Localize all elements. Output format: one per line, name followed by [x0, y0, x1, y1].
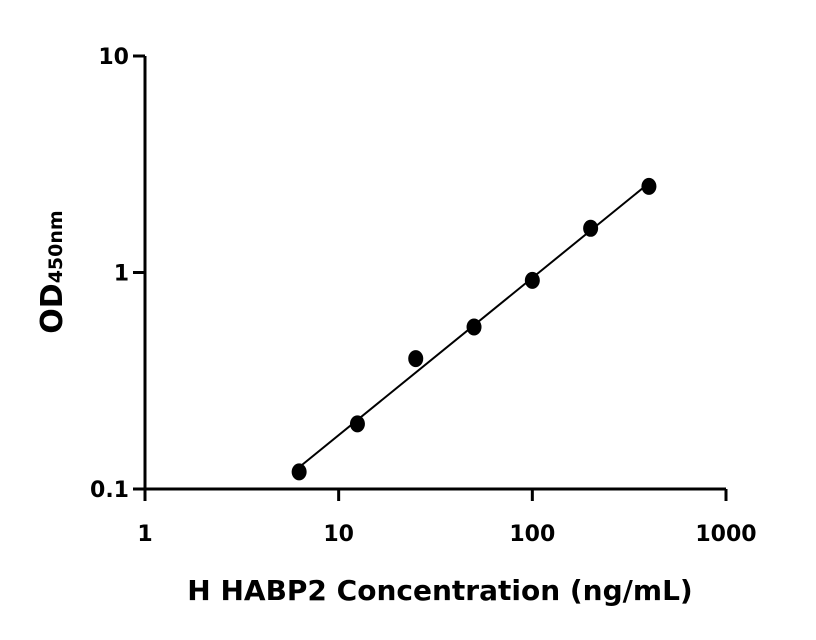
y-axis-label-sub: 450nm: [45, 210, 67, 283]
data-point: [408, 350, 424, 368]
x-tick-label: 10: [323, 522, 354, 547]
data-point: [583, 219, 599, 237]
y-axis-label: OD450nm: [35, 210, 70, 333]
data-point: [349, 415, 365, 433]
y-tick-label: 1: [114, 262, 129, 287]
x-tick-label: 1000: [695, 522, 756, 547]
y-tick-label: 10: [98, 45, 129, 70]
x-axis-label: H HABP2 Concentration (ng/mL): [187, 574, 692, 607]
x-tick-label: 1: [137, 522, 152, 547]
data-point: [291, 463, 307, 481]
y-axis-label-main: OD: [35, 283, 70, 333]
data-point: [524, 271, 540, 289]
data-point: [466, 318, 482, 336]
data-point: [641, 177, 657, 195]
y-tick-label: 0.1: [90, 478, 129, 503]
x-tick-label: 100: [509, 522, 555, 547]
